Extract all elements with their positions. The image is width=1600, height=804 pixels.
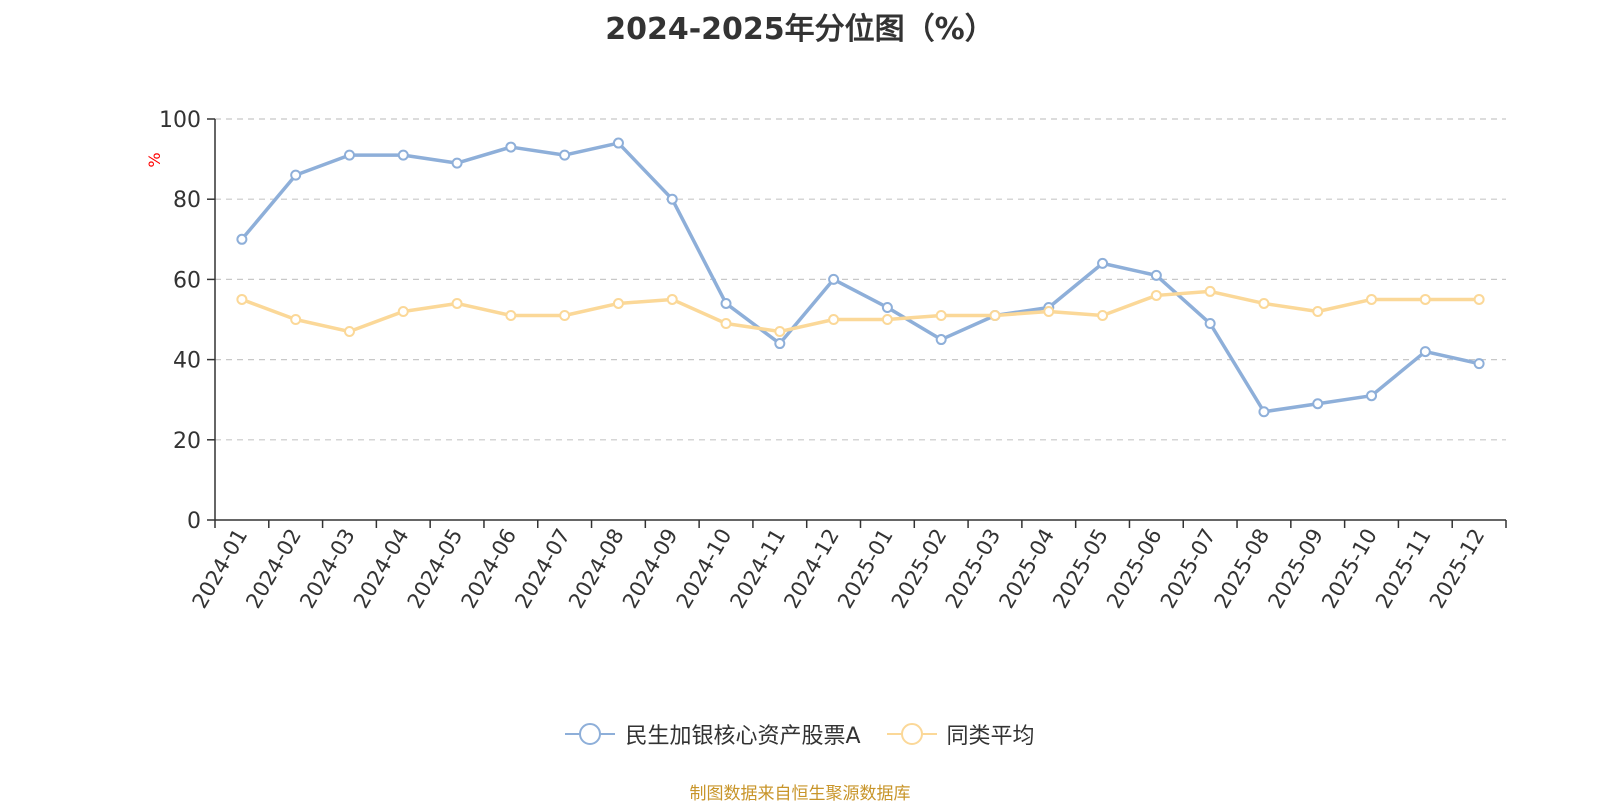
legend: 民生加银核心资产股票A 同类平均 bbox=[0, 718, 1600, 750]
series-line-0 bbox=[240, 141, 1480, 414]
data-point bbox=[774, 326, 786, 338]
data-point bbox=[1366, 390, 1378, 402]
data-point bbox=[397, 149, 409, 161]
data-point bbox=[1204, 285, 1216, 297]
data-point bbox=[343, 326, 355, 338]
y-tick-label: 40 bbox=[173, 349, 201, 374]
data-point bbox=[1473, 358, 1485, 370]
data-point bbox=[290, 169, 302, 181]
data-point bbox=[612, 297, 624, 309]
data-point bbox=[1366, 293, 1378, 305]
grid-lines bbox=[215, 118, 1506, 441]
y-tick-label: 20 bbox=[173, 429, 201, 454]
data-point bbox=[505, 141, 517, 153]
data-point bbox=[505, 309, 517, 321]
y-axis-label: % bbox=[145, 152, 164, 167]
data-point bbox=[989, 309, 1001, 321]
data-point bbox=[828, 273, 840, 285]
data-point bbox=[1312, 398, 1324, 410]
data-point bbox=[720, 318, 732, 330]
legend-item-1: 同类平均 bbox=[886, 718, 1035, 750]
y-tick-label: 100 bbox=[159, 108, 201, 133]
data-point bbox=[559, 309, 571, 321]
data-point bbox=[828, 314, 840, 325]
data-point bbox=[559, 149, 571, 161]
data-point bbox=[881, 301, 893, 313]
data-point bbox=[720, 297, 732, 309]
data-point bbox=[666, 293, 678, 305]
tick-labels: 0204060801002024-012024-022024-032024-04… bbox=[145, 108, 1489, 612]
chart-title: 2024-2025年分位图（%） bbox=[605, 12, 995, 47]
legend-swatch bbox=[886, 723, 937, 745]
legend-label: 民生加银核心资产股票A bbox=[625, 724, 861, 749]
data-point bbox=[290, 314, 302, 325]
legend-label: 同类平均 bbox=[946, 724, 1035, 749]
data-point bbox=[1043, 305, 1055, 317]
series-line-1 bbox=[241, 289, 1480, 334]
data-point bbox=[1204, 318, 1216, 330]
data-point bbox=[236, 233, 248, 245]
data-point bbox=[1097, 309, 1109, 321]
data-point bbox=[612, 137, 624, 149]
y-tick-label: 80 bbox=[173, 188, 201, 213]
axes bbox=[207, 118, 1507, 528]
data-point bbox=[935, 309, 947, 321]
data-point bbox=[1258, 406, 1270, 418]
data-point bbox=[1150, 289, 1162, 301]
data-point bbox=[1258, 297, 1270, 309]
data-point bbox=[343, 149, 355, 161]
legend-item-0: 民生加银核心资产股票A bbox=[565, 718, 861, 750]
data-point bbox=[1312, 305, 1324, 317]
data-point bbox=[1419, 293, 1431, 305]
data-point bbox=[451, 157, 463, 169]
data-point bbox=[451, 297, 463, 309]
data-point bbox=[1419, 346, 1431, 358]
y-tick-label: 0 bbox=[187, 509, 201, 534]
data-point bbox=[236, 293, 248, 305]
source-note: 制图数据来自恒生聚源数据库 bbox=[689, 784, 911, 804]
data-point bbox=[397, 305, 409, 317]
data-point bbox=[881, 314, 893, 325]
legend-swatch bbox=[565, 723, 616, 745]
data-point bbox=[666, 193, 678, 205]
series-lines bbox=[236, 137, 1485, 418]
data-point bbox=[774, 338, 786, 350]
data-point bbox=[1473, 293, 1485, 305]
data-point bbox=[1097, 257, 1109, 269]
data-point bbox=[935, 334, 947, 346]
data-point bbox=[1150, 269, 1162, 281]
y-tick-label: 60 bbox=[173, 268, 201, 293]
